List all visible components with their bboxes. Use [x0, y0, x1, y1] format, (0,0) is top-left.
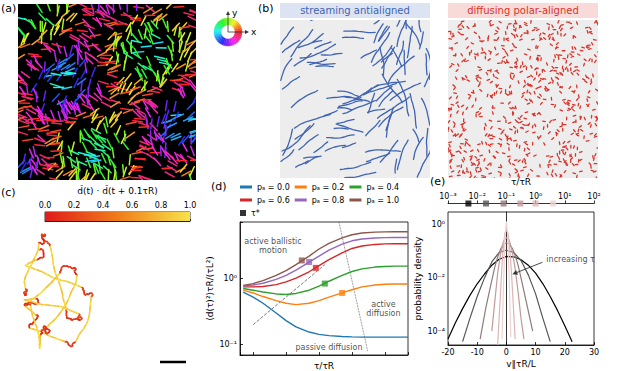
svg-text:pₐ = 0.6: pₐ = 0.6 — [257, 196, 290, 205]
svg-text:⟨d(τ)²⟩τR/(τL²): ⟨d(τ)²⟩τR/(τL²) — [205, 256, 215, 321]
svg-text:motion: motion — [259, 246, 287, 255]
svg-text:y: y — [232, 8, 238, 18]
svg-text:pₐ = 1.0: pₐ = 1.0 — [366, 196, 399, 205]
svg-text:10⁰: 10⁰ — [224, 274, 237, 283]
svg-text:diffusing polar-aligned: diffusing polar-aligned — [467, 5, 579, 16]
svg-text:pₐ = 0.2: pₐ = 0.2 — [312, 183, 345, 192]
svg-text:pₐ = 0.8: pₐ = 0.8 — [312, 196, 345, 205]
svg-text:probability density: probability density — [413, 236, 423, 321]
svg-text:10⁻¹: 10⁻¹ — [219, 340, 237, 349]
svg-text:0.6: 0.6 — [126, 201, 139, 210]
svg-text:0: 0 — [504, 348, 509, 357]
svg-text:τ/τR: τ/τR — [511, 177, 531, 187]
svg-text:1.0: 1.0 — [184, 201, 197, 210]
svg-text:-20: -20 — [441, 348, 454, 357]
svg-text:τ*: τ* — [251, 209, 260, 218]
svg-text:x: x — [251, 27, 257, 37]
svg-text:10⁻²: 10⁻² — [427, 273, 445, 282]
svg-text:v∥τR/L: v∥τR/L — [506, 359, 536, 369]
svg-text:(c): (c) — [1, 186, 16, 199]
svg-text:0.2: 0.2 — [68, 201, 81, 210]
svg-text:pₐ = 0.4: pₐ = 0.4 — [366, 183, 399, 192]
svg-text:10⁻⁴: 10⁻⁴ — [427, 327, 445, 336]
svg-text:d̂(t) · d̂(t + 0.1τR): d̂(t) · d̂(t + 0.1τR) — [77, 185, 157, 196]
svg-text:(a): (a) — [1, 2, 16, 15]
svg-text:10⁰: 10⁰ — [529, 192, 542, 201]
svg-text:10⁻³: 10⁻³ — [439, 192, 457, 201]
svg-text:(b): (b) — [258, 2, 274, 15]
svg-text:0.4: 0.4 — [97, 201, 110, 210]
svg-text:diffusion: diffusion — [366, 309, 400, 318]
svg-text:10²: 10² — [587, 192, 600, 201]
svg-text:(e): (e) — [430, 175, 445, 188]
svg-text:10⁰: 10⁰ — [432, 220, 445, 229]
svg-text:increasing τ: increasing τ — [546, 255, 595, 264]
svg-text:0.0: 0.0 — [39, 201, 52, 210]
svg-text:10⁻¹: 10⁻¹ — [498, 192, 516, 201]
svg-text:passive diffusion: passive diffusion — [295, 343, 362, 352]
svg-text:τ/τR: τ/τR — [314, 361, 334, 371]
svg-text:(d): (d) — [211, 180, 227, 193]
svg-text:pₐ = 0.0: pₐ = 0.0 — [257, 183, 290, 192]
svg-text:0.8: 0.8 — [155, 201, 168, 210]
svg-text:20: 20 — [560, 348, 570, 357]
svg-text:10¹: 10¹ — [558, 192, 571, 201]
svg-text:10: 10 — [531, 348, 541, 357]
svg-text:streaming antialigned: streaming antialigned — [300, 5, 410, 16]
svg-text:10⁻²: 10⁻² — [468, 192, 486, 201]
svg-text:active: active — [371, 300, 395, 309]
svg-text:-10: -10 — [471, 348, 484, 357]
svg-text:active ballistic: active ballistic — [244, 237, 301, 246]
svg-text:30: 30 — [589, 348, 599, 357]
